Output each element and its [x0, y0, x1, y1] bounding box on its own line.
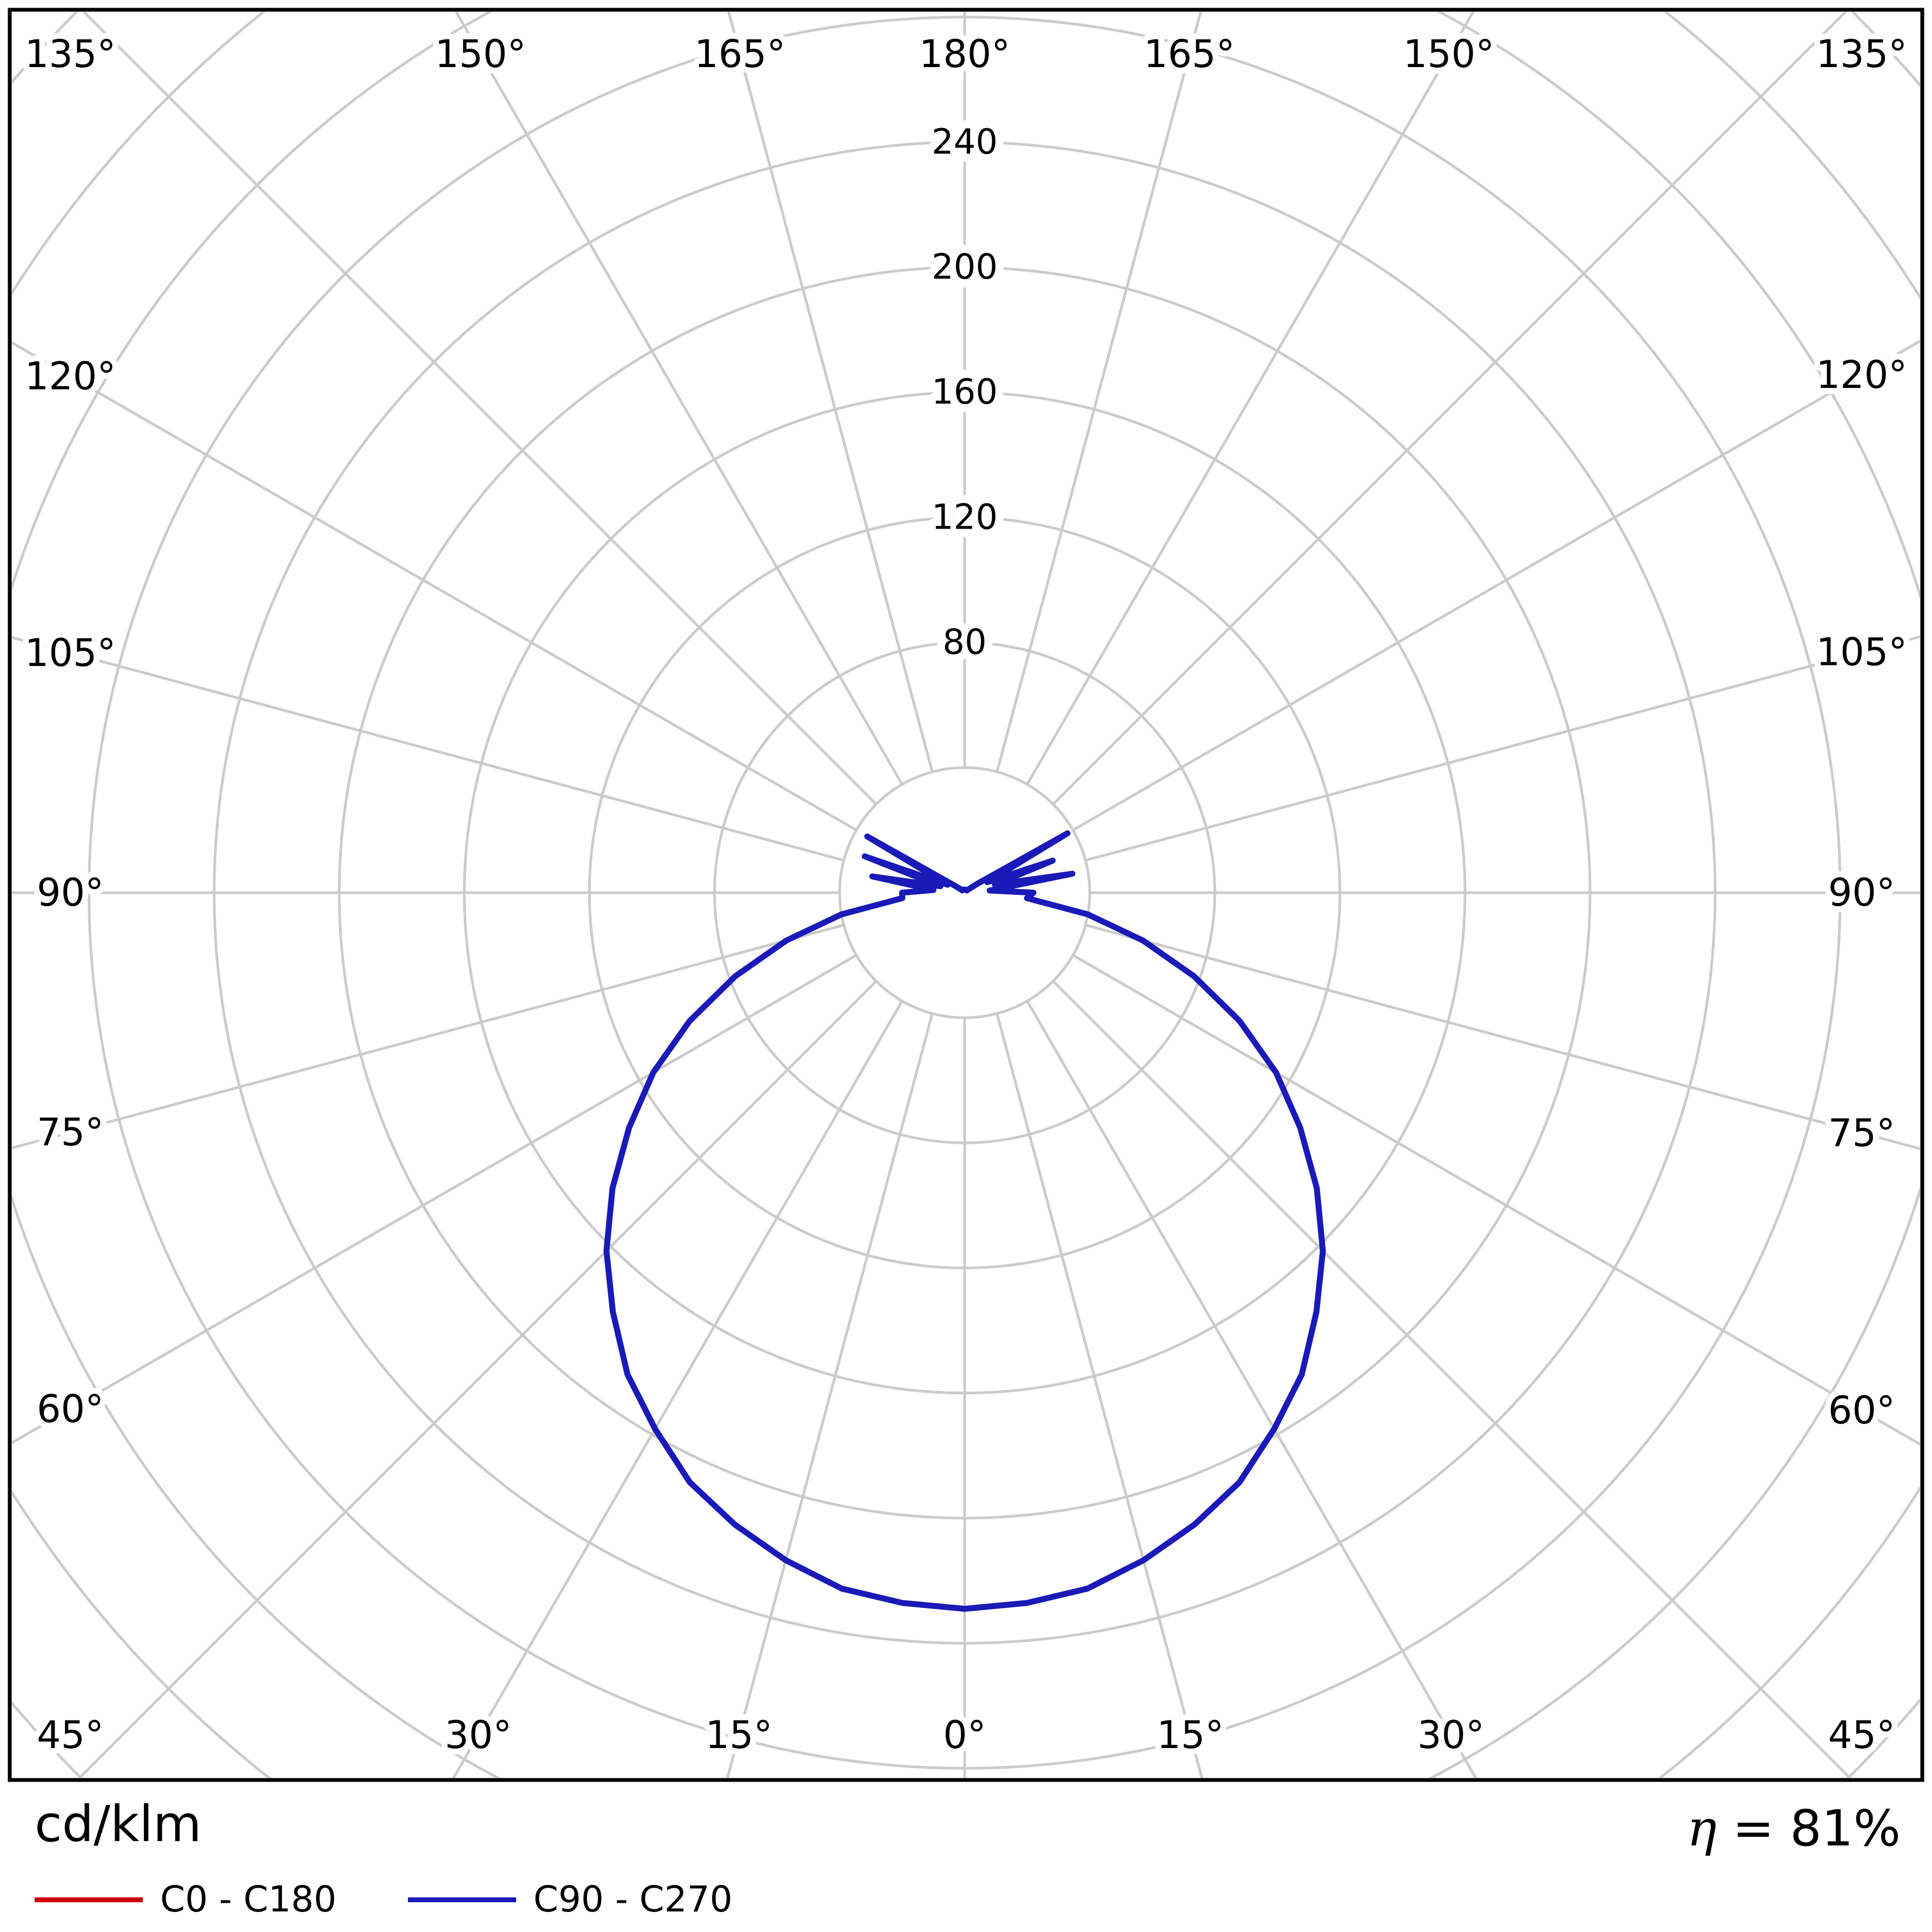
angle-label: 105°: [1816, 630, 1908, 675]
grid-spoke: [995, 12, 1202, 773]
legend: C0 - C180 C90 - C270: [35, 1882, 804, 1917]
grid-ring: [838, 766, 1091, 1019]
grid-spoke: [12, 341, 858, 832]
unit-label: cd/klm: [35, 1795, 202, 1853]
grid-spoke: [1052, 12, 1848, 806]
grid-spoke: [1085, 635, 1920, 862]
grid-spoke: [12, 636, 845, 862]
grid-spoke: [452, 1000, 904, 1778]
grid-spoke: [1072, 339, 1920, 832]
grid-spoke: [1026, 1000, 1478, 1778]
curve-c90-c270: [603, 830, 1326, 1612]
radial-tick-label: 200: [932, 247, 998, 287]
angle-label: 135°: [25, 32, 116, 76]
angle-label: 135°: [1816, 32, 1908, 76]
angle-label: 30°: [445, 1713, 512, 1757]
grid-spoke: [1085, 924, 1920, 1150]
legend-swatch-c90-c270: [407, 1897, 516, 1902]
angle-label: 15°: [705, 1713, 773, 1757]
grid-spoke: [1072, 954, 1920, 1446]
distribution-curves: [603, 830, 1326, 1612]
efficiency-label: η = 81%: [1687, 1804, 1901, 1854]
grid-spoke: [82, 12, 878, 806]
eta-value: = 81%: [1716, 1799, 1901, 1857]
angle-label: 165°: [1144, 32, 1235, 76]
grid-spoke: [1052, 980, 1852, 1778]
angle-label: 45°: [37, 1713, 104, 1757]
angle-label: 90°: [37, 871, 104, 915]
angle-label: 30°: [1417, 1713, 1485, 1757]
grid-spoke: [12, 924, 845, 1150]
plot-frame: [8, 8, 1924, 1782]
radial-tick-label: 120: [932, 497, 998, 537]
angle-label: 105°: [25, 631, 116, 675]
angle-label: 150°: [435, 32, 526, 76]
legend-label-c90-c270: C90 - C270: [533, 1878, 733, 1920]
angle-label: 180°: [919, 32, 1011, 76]
grid-spoke: [727, 12, 934, 773]
grid-spoke: [726, 1013, 934, 1778]
radial-tick-label: 240: [932, 122, 998, 162]
grid-spoke: [1026, 12, 1475, 786]
angle-label: 165°: [694, 32, 786, 76]
axis-labels: 0° 15° 15° 30° 30° 45° 45° 60° 60° 75° 75° 90° 90° 10…: [19, 26, 1914, 1763]
grid-spoke: [77, 980, 878, 1778]
angle-label: 15°: [1157, 1713, 1224, 1757]
angle-label: 150°: [1403, 32, 1495, 76]
angle-label: 0°: [943, 1713, 986, 1757]
eta-symbol: η: [1686, 1799, 1717, 1857]
angle-label: 90°: [1828, 871, 1895, 915]
radial-tick-label: 160: [932, 372, 998, 412]
angle-label: 45°: [1828, 1713, 1895, 1757]
angle-label: 60°: [37, 1387, 104, 1431]
angle-label: 120°: [1816, 353, 1908, 397]
angle-label: 120°: [25, 354, 116, 399]
grid-spoke: [454, 12, 904, 786]
legend-label-c0-c180: C0 - C180: [160, 1878, 337, 1920]
angle-label: 60°: [1828, 1388, 1895, 1433]
angle-label: 75°: [1828, 1111, 1895, 1155]
radial-tick-label: 80: [942, 623, 986, 663]
grid-spoke: [12, 954, 858, 1445]
grid-spoke: [995, 1013, 1203, 1778]
angle-label: 75°: [37, 1110, 104, 1155]
legend-swatch-c0-c180: [35, 1897, 143, 1902]
